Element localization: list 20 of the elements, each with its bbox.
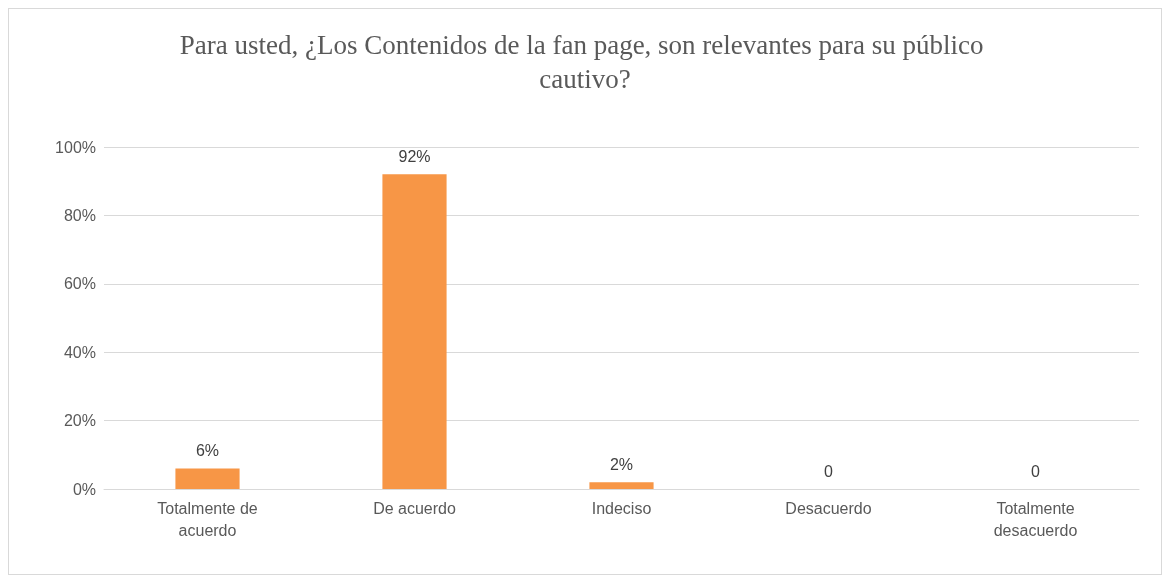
bar <box>589 482 654 489</box>
data-label: 0 <box>1031 462 1041 480</box>
y-tick-label: 40% <box>63 343 96 361</box>
chart-title: Para usted, ¿Los Contenidos de la fan page, son relevantes para su público cautivo? <box>179 30 991 94</box>
data-label: 92% <box>398 147 431 165</box>
bar <box>175 468 240 489</box>
x-tick-label: Totalmente de acuerdo <box>157 499 258 539</box>
y-tick-label: 20% <box>63 412 96 430</box>
y-tick-label: 0% <box>72 480 96 498</box>
y-tick-label: 80% <box>63 206 96 224</box>
data-label: 6% <box>195 441 220 459</box>
x-tick-label: Indeciso <box>591 499 652 517</box>
x-tick-label: Totalmente desacuerdo <box>993 499 1078 539</box>
y-tick-label: 60% <box>63 275 96 293</box>
x-tick-label: De acuerdo <box>373 499 456 517</box>
bar <box>382 174 447 489</box>
data-label: 0 <box>824 462 834 480</box>
x-tick-label: Desacuerdo <box>785 499 872 517</box>
data-label: 2% <box>609 455 634 473</box>
y-tick-label: 100% <box>55 138 96 156</box>
